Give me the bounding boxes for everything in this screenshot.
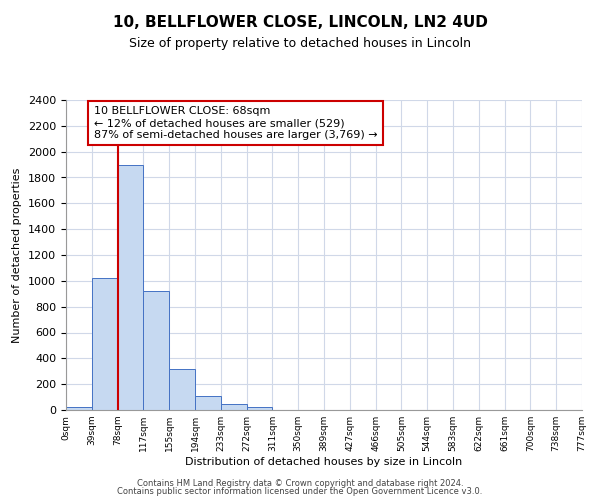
Text: Contains HM Land Registry data © Crown copyright and database right 2024.: Contains HM Land Registry data © Crown c… — [137, 478, 463, 488]
Bar — [169, 368, 195, 410]
Bar — [143, 291, 169, 410]
Bar — [92, 278, 118, 410]
Bar — [247, 408, 272, 410]
Bar — [195, 396, 221, 410]
X-axis label: Distribution of detached houses by size in Lincoln: Distribution of detached houses by size … — [185, 457, 463, 467]
Bar — [118, 164, 143, 410]
Bar — [66, 408, 92, 410]
Text: 10, BELLFLOWER CLOSE, LINCOLN, LN2 4UD: 10, BELLFLOWER CLOSE, LINCOLN, LN2 4UD — [113, 15, 487, 30]
Text: Size of property relative to detached houses in Lincoln: Size of property relative to detached ho… — [129, 38, 471, 51]
Bar — [221, 404, 247, 410]
Text: 10 BELLFLOWER CLOSE: 68sqm
← 12% of detached houses are smaller (529)
87% of sem: 10 BELLFLOWER CLOSE: 68sqm ← 12% of deta… — [94, 106, 377, 140]
Y-axis label: Number of detached properties: Number of detached properties — [13, 168, 22, 342]
Text: Contains public sector information licensed under the Open Government Licence v3: Contains public sector information licen… — [118, 487, 482, 496]
